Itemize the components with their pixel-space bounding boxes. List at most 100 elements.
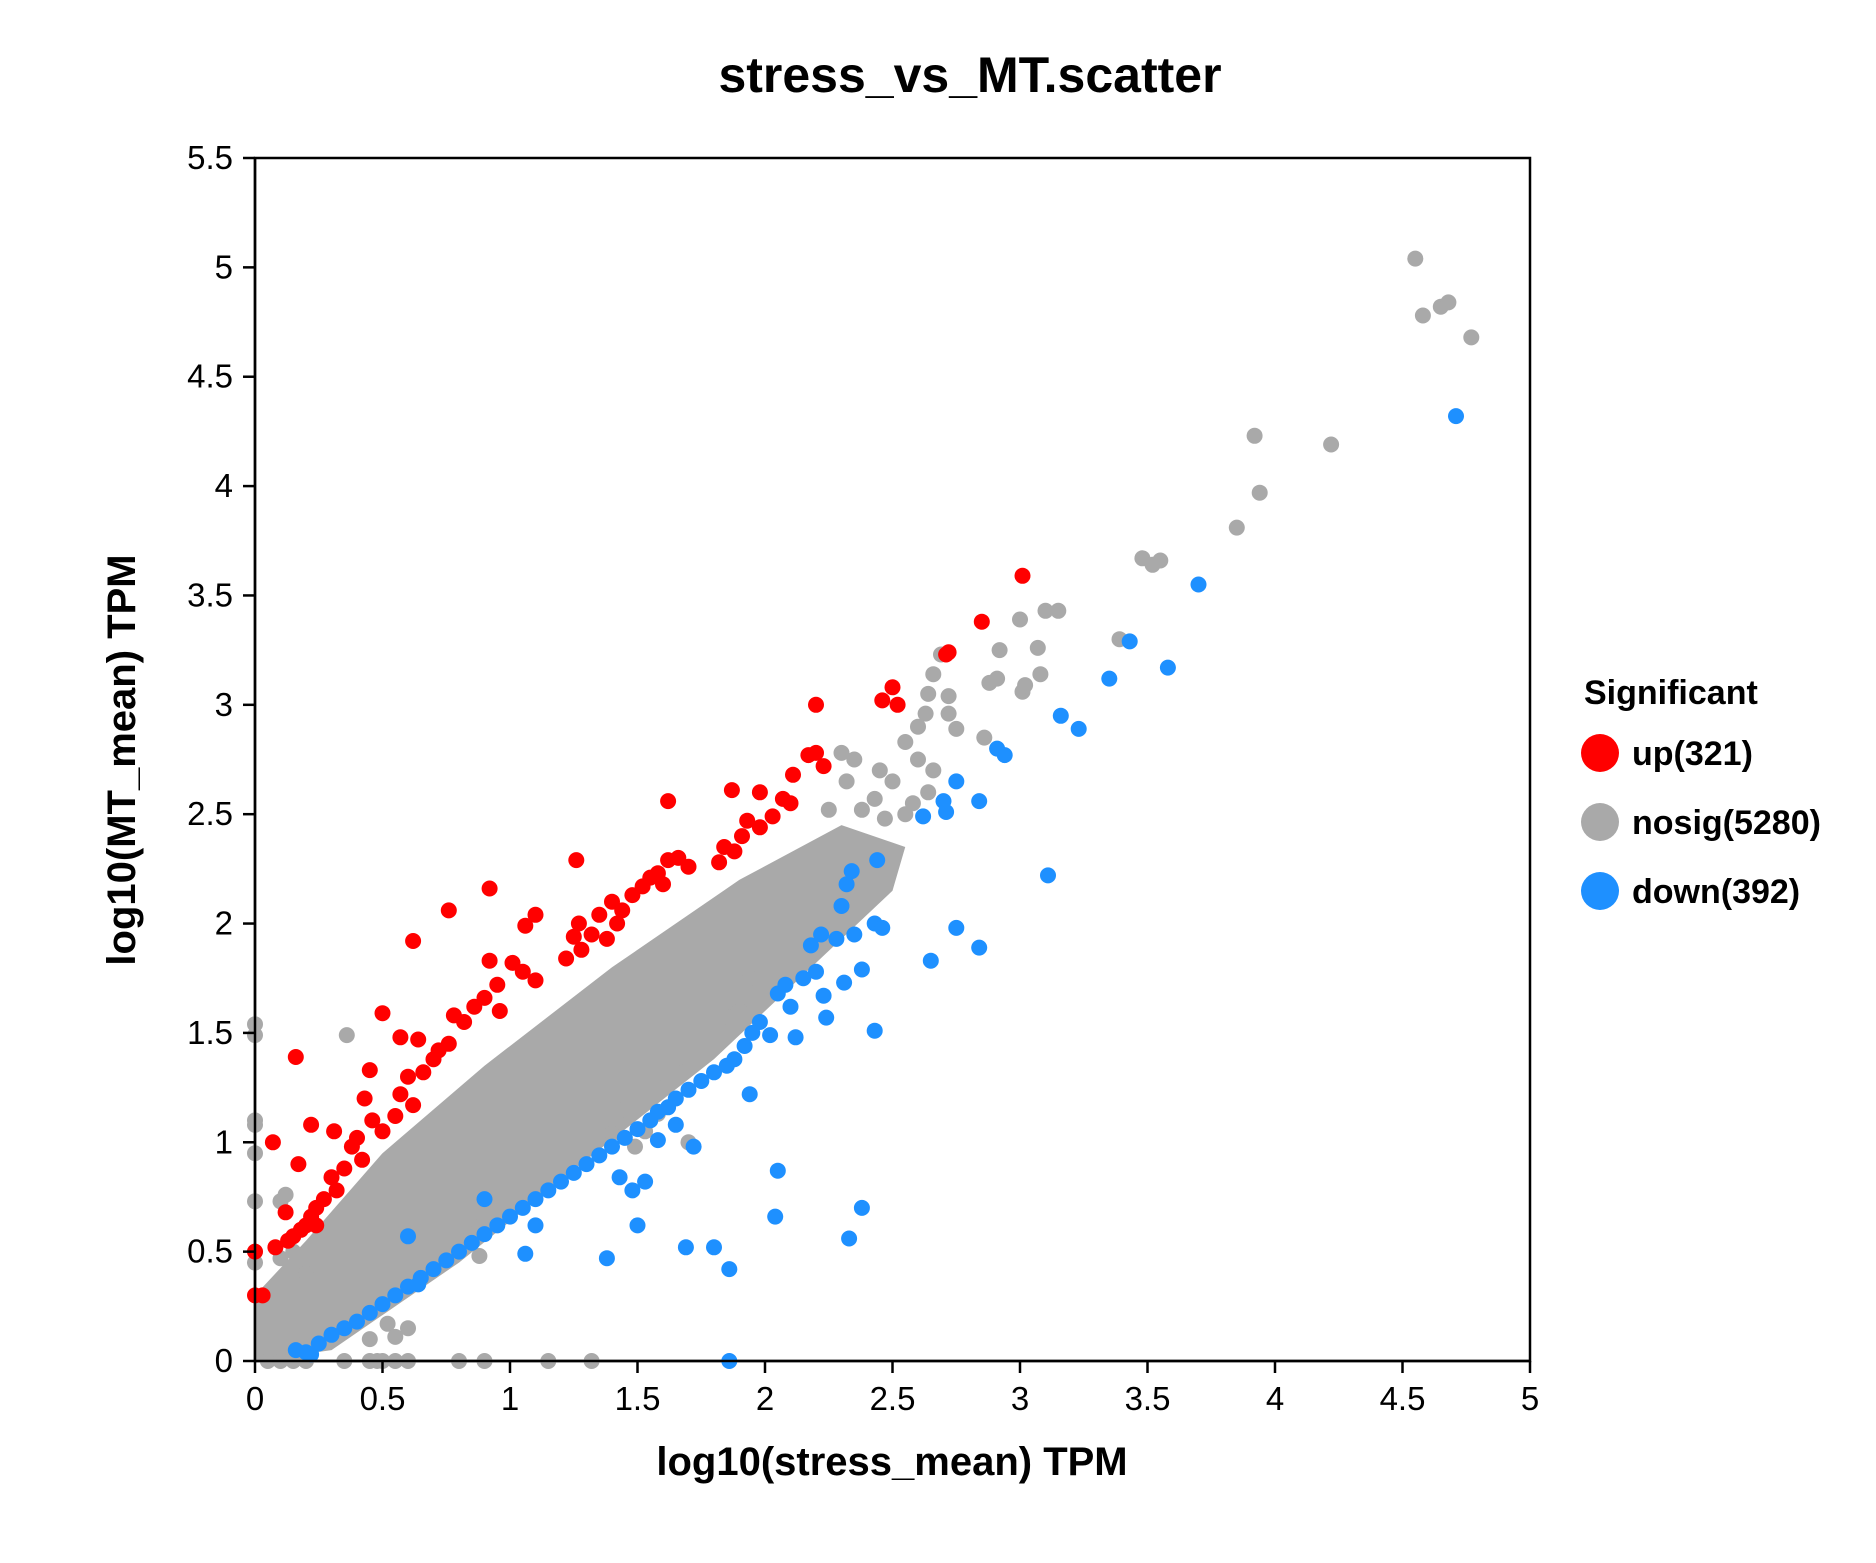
point-up [364,1112,381,1129]
point-down [971,939,988,956]
point-down [769,1162,786,1179]
x-tick-label: 0.5 [360,1380,406,1417]
point-up [884,679,901,696]
x-tick-label: 3.5 [1125,1380,1171,1417]
point-up [425,1051,442,1068]
x-tick-label: 2 [756,1380,774,1417]
point-up [655,876,671,893]
point-nosig [604,1125,620,1142]
point-nosig [1152,552,1169,569]
point-nosig [1463,329,1480,346]
point-down [527,1217,544,1234]
point-up [392,1029,409,1046]
point-down [361,1304,378,1321]
point-down [624,1182,641,1199]
point-up [267,1239,284,1256]
point-up [277,1204,294,1221]
point-down [400,1228,416,1245]
point-down [438,1252,455,1269]
point-up [808,696,824,713]
point-nosig [884,773,901,790]
points-layer [247,250,1480,1369]
point-down [517,1245,534,1262]
legend-marker-down [1581,872,1619,910]
point-down [971,793,988,810]
point-down [866,1022,883,1039]
point-down [451,1243,467,1260]
point-up [374,1005,391,1022]
point-up [782,795,799,812]
point-up [583,926,600,943]
point-up [734,828,750,845]
point-up [751,819,768,836]
point-nosig [925,666,942,683]
point-down [677,1239,694,1256]
point-nosig [338,1027,355,1044]
point-up [642,869,659,886]
point-up [624,887,641,904]
point-down [795,970,812,987]
point-nosig [920,784,937,801]
point-nosig [1246,427,1263,444]
point-nosig [920,685,937,702]
point-nosig [387,1328,404,1345]
y-tick-label: 4 [215,467,233,504]
point-nosig [925,762,942,779]
point-down [287,1342,304,1359]
point-down [767,1208,784,1225]
point-up [726,843,743,860]
y-tick-label: 3.5 [187,576,233,613]
point-up [445,1007,462,1024]
point-down [843,863,860,880]
point-down [869,852,886,869]
point-down [736,1038,753,1054]
point-up [558,950,575,967]
point-up [527,972,544,989]
x-tick-label: 4.5 [1380,1380,1426,1417]
point-down [1190,576,1207,593]
point-nosig [476,1210,493,1227]
point-up [280,1232,297,1249]
point-down [1040,867,1056,884]
point-up [405,1097,422,1114]
point-down [1121,633,1138,650]
point-nosig [660,1073,677,1089]
x-tick-label: 4 [1266,1380,1284,1417]
legend-label-nosig: nosig(5280) [1632,804,1821,842]
y-tick-label: 2 [215,905,233,942]
point-down [721,1261,738,1278]
point-down [741,1086,758,1103]
point-up [489,976,506,993]
point-nosig [853,801,870,818]
point-down [762,1027,779,1044]
point-up [466,998,483,1015]
legend-marker-up [1581,734,1619,772]
point-down [1070,720,1087,737]
x-axis: 0 0.5 1 1.5 2 2.5 3 3.5 4 4.5 5 [246,1359,1539,1417]
point-down [463,1234,480,1251]
point-nosig [820,801,837,818]
point-down [540,1182,557,1199]
y-tick-label: 1 [215,1123,233,1160]
point-nosig [1050,602,1067,619]
point-up [808,744,824,761]
point-down [693,1073,710,1089]
point-down [591,1147,608,1164]
y-tick-label: 1.5 [187,1014,233,1051]
point-down [489,1217,506,1234]
point-nosig [904,795,921,812]
point-up [303,1116,320,1133]
point-down [838,876,855,893]
y-axis: 0 0.5 1 1.5 2 2.5 3 3.5 4 4.5 5 5.5 [187,139,257,1379]
point-down [476,1226,493,1243]
point-up [405,933,422,949]
point-up [356,1090,373,1107]
y-tick-label: 3 [215,686,233,723]
point-down [915,808,932,825]
point-down [629,1121,646,1138]
point-down [476,1191,493,1208]
point-up [565,928,582,945]
x-tick-label: 1.5 [615,1380,661,1417]
point-up [570,915,587,932]
